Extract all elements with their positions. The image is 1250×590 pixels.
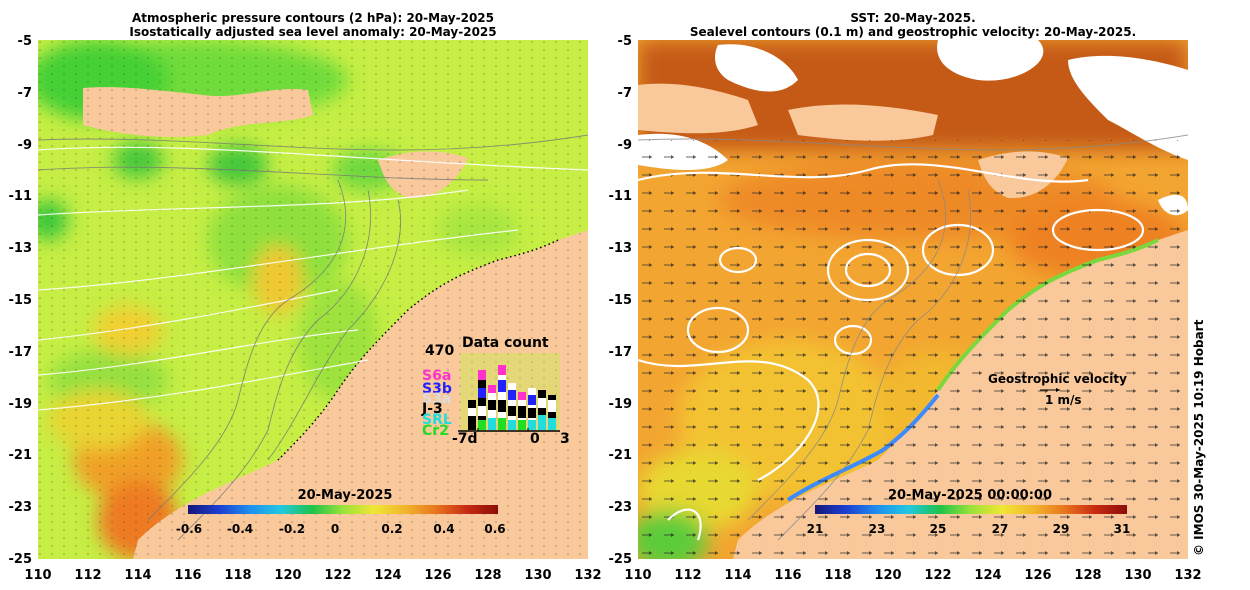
velocity-legend-title: Geostrophic velocity (988, 372, 1127, 386)
y-tick: -21 (8, 448, 33, 463)
x-tick: 126 (424, 568, 452, 583)
sst-tick: 23 (868, 522, 886, 536)
y-tick: -5 (617, 34, 632, 49)
y-tick: -9 (617, 138, 632, 153)
x-tick: 118 (824, 568, 852, 583)
left-title: Atmospheric pressure contours (2 hPa): 2… (38, 11, 588, 39)
mission-cr2: Cr2 (422, 423, 449, 439)
y-tick: -13 (608, 241, 633, 256)
data-count-x-end: 3 (560, 431, 570, 447)
sst-tick: 21 (806, 522, 824, 536)
sla-tick: 0.4 (433, 522, 455, 536)
x-tick: 128 (1074, 568, 1102, 583)
y-tick: -15 (608, 293, 633, 308)
sst-map[interactable] (638, 40, 1188, 559)
sla-tick: -0.2 (278, 522, 306, 536)
x-tick: 130 (1124, 568, 1152, 583)
y-tick: -5 (17, 34, 32, 49)
y-tick: -7 (17, 86, 32, 101)
right-title: SST: 20-May-2025. Sealevel contours (0.1… (638, 11, 1188, 39)
y-tick: -25 (8, 552, 33, 567)
mission-srl: SRL (422, 412, 452, 428)
y-tick: -15 (8, 293, 33, 308)
y-tick: -7 (617, 86, 632, 101)
sla-colorbar (188, 505, 498, 514)
y-tick: -23 (608, 500, 633, 515)
y-tick: -11 (8, 189, 33, 204)
sst-colorbar-title: 20-May-2025 00:00:00 (887, 488, 1053, 503)
sst-tick: 31 (1113, 522, 1131, 536)
y-tick: -23 (8, 500, 33, 515)
x-tick: 112 (674, 568, 702, 583)
data-count-title: Data count (462, 335, 549, 351)
x-tick: 124 (974, 568, 1002, 583)
sst-tick: 25 (929, 522, 947, 536)
data-count-x-start: -7d (452, 431, 478, 447)
x-tick: 110 (624, 568, 652, 583)
left-title-line2: Isostatically adjusted sea level anomaly… (129, 25, 497, 39)
x-tick: 116 (774, 568, 802, 583)
y-tick: -11 (608, 189, 633, 204)
sla-tick: 0 (330, 522, 340, 536)
y-tick: -17 (608, 345, 633, 360)
sla-tick: -0.4 (226, 522, 254, 536)
y-tick: -21 (608, 448, 633, 463)
data-count-x-zero: 0 (530, 431, 540, 447)
sla-map[interactable] (38, 40, 588, 559)
data-count-histogram (458, 353, 560, 432)
x-tick: 114 (124, 568, 152, 583)
mission-s3b: S3b (422, 381, 452, 397)
velocity-legend-scale: 1 m/s (1045, 393, 1082, 407)
y-tick: -9 (17, 138, 32, 153)
x-tick: 114 (724, 568, 752, 583)
x-tick: 110 (24, 568, 52, 583)
x-tick: 120 (274, 568, 302, 583)
sla-tick: 0.2 (381, 522, 403, 536)
mission-s3a: S3a (422, 391, 452, 407)
x-tick: 130 (524, 568, 552, 583)
x-tick: 118 (224, 568, 252, 583)
right-title-line1: SST: 20-May-2025. (850, 11, 976, 25)
x-tick: 116 (174, 568, 202, 583)
imos-credit: © IMOS 30-May-2025 10:19 Hobart (1192, 319, 1206, 556)
x-tick: 132 (574, 568, 602, 583)
x-tick: 112 (74, 568, 102, 583)
x-tick: 122 (924, 568, 952, 583)
x-tick: 128 (474, 568, 502, 583)
mission-s6a: S6a (422, 368, 452, 384)
y-tick: -19 (608, 397, 633, 412)
right-title-line2: Sealevel contours (0.1 m) and geostrophi… (689, 25, 1137, 39)
mission-j3: J-3 (422, 401, 443, 417)
y-tick: -25 (608, 552, 633, 567)
x-tick: 126 (1024, 568, 1052, 583)
sst-tick: 29 (1052, 522, 1070, 536)
y-tick: -17 (8, 345, 33, 360)
y-tick: -13 (8, 241, 33, 256)
x-tick: 132 (1174, 568, 1202, 583)
y-tick: -19 (8, 397, 33, 412)
sla-tick: -0.6 (175, 522, 203, 536)
x-tick: 124 (374, 568, 402, 583)
sla-tick: 0.6 (484, 522, 506, 536)
sst-colorbar (815, 505, 1127, 514)
sst-tick: 27 (991, 522, 1009, 536)
left-title-line1: Atmospheric pressure contours (2 hPa): 2… (131, 11, 494, 25)
x-tick: 122 (324, 568, 352, 583)
x-tick: 120 (874, 568, 902, 583)
sla-colorbar-title: 20-May-2025 (297, 488, 393, 503)
data-count-max: 470 (425, 343, 455, 359)
